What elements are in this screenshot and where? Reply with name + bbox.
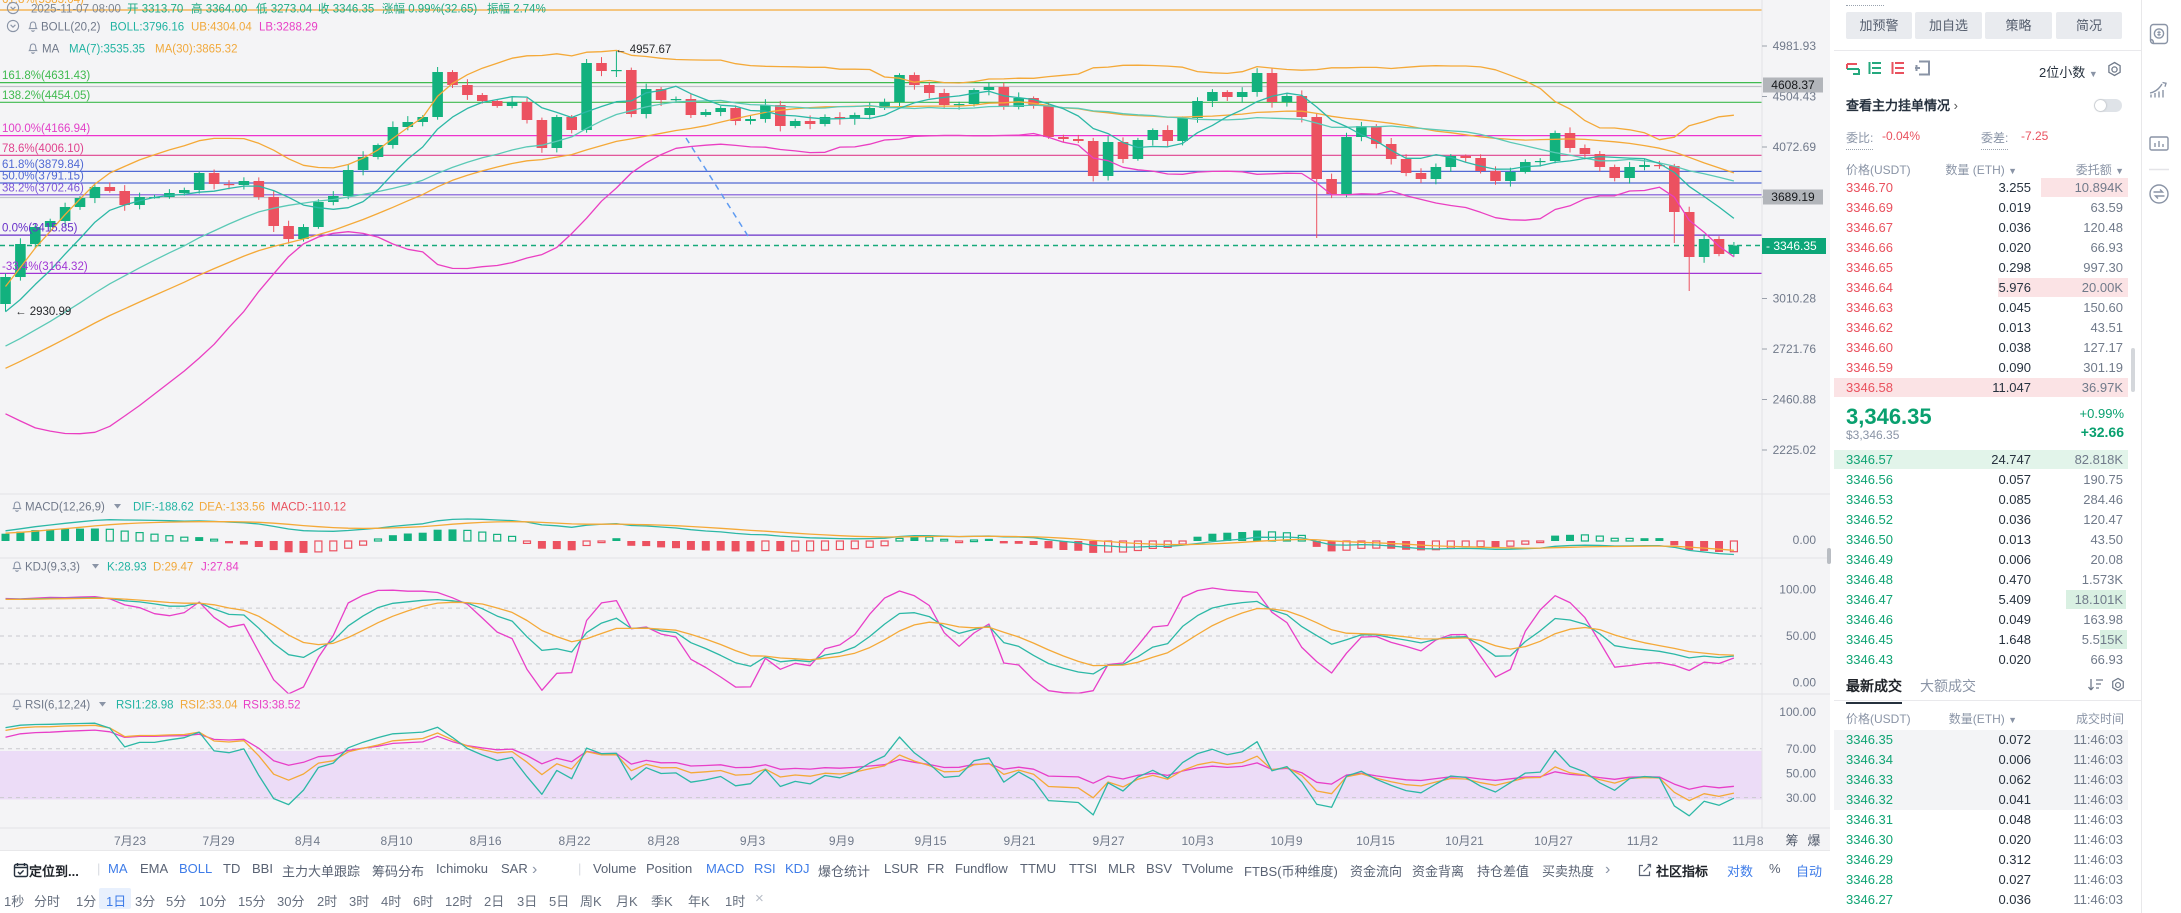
svg-text:振幅 2.74%: 振幅 2.74%	[487, 2, 546, 16]
svg-text:收 3346.35: 收 3346.35	[318, 2, 374, 16]
svg-text:0.0%(3415.85): 0.0%(3415.85)	[2, 223, 78, 235]
svg-text:高 3364.00: 高 3364.00	[191, 2, 247, 16]
svg-text:MA(7):3535.35: MA(7):3535.35	[69, 44, 145, 56]
svg-text:2025-11-07 08:00: 2025-11-07 08:00	[31, 4, 121, 16]
svg-text:100.00: 100.00	[1779, 705, 1816, 719]
svg-text:2225.02: 2225.02	[1773, 443, 1817, 457]
svg-text:100.0%(4166.94): 100.0%(4166.94)	[2, 123, 90, 135]
svg-text:LB:3288.29: LB:3288.29	[259, 22, 318, 34]
svg-text:9月9: 9月9	[829, 834, 855, 848]
svg-text:MA: MA	[42, 44, 60, 56]
svg-text:BOLL:3796.16: BOLL:3796.16	[110, 22, 184, 34]
svg-text:4981.93: 4981.93	[1773, 39, 1817, 53]
svg-text:0.00: 0.00	[1793, 676, 1817, 690]
svg-text:MACD:-110.12: MACD:-110.12	[271, 502, 346, 514]
svg-text:RSI3:38.52: RSI3:38.52	[243, 700, 301, 712]
svg-text:7月29: 7月29	[202, 834, 234, 848]
svg-text:61.8%(5383.04): 61.8%(5383.04)	[2, 0, 84, 6]
svg-text:3689.19: 3689.19	[1771, 190, 1815, 204]
svg-text:爆: 爆	[1807, 833, 1820, 848]
svg-text:BOLL(20,2): BOLL(20,2)	[41, 22, 101, 34]
svg-text:8月10: 8月10	[380, 834, 412, 848]
svg-text:DEA:-133.56: DEA:-133.56	[199, 502, 265, 514]
svg-text:RSI2:33.04: RSI2:33.04	[180, 700, 238, 712]
svg-text:K:28.93: K:28.93	[107, 562, 147, 574]
svg-text:4072.69: 4072.69	[1773, 140, 1817, 154]
svg-text:100.00: 100.00	[1779, 583, 1816, 597]
svg-text:50.0%(3791.15): 50.0%(3791.15)	[2, 171, 84, 183]
svg-text:2721.76: 2721.76	[1773, 342, 1817, 356]
svg-text:61.8%(3879.84): 61.8%(3879.84)	[2, 159, 84, 171]
svg-text:4608.37: 4608.37	[1771, 78, 1815, 92]
svg-text:低 3273.04: 低 3273.04	[256, 3, 313, 16]
svg-text:2460.88: 2460.88	[1773, 393, 1817, 407]
svg-text:8月4: 8月4	[295, 834, 321, 848]
svg-text:涨幅 0.99%(32.65): 涨幅 0.99%(32.65)	[382, 3, 477, 16]
svg-text:RSI(6,12,24): RSI(6,12,24)	[25, 700, 90, 712]
svg-text:-33.4%(3164.32): -33.4%(3164.32)	[2, 261, 88, 273]
svg-text:8月22: 8月22	[558, 834, 590, 848]
svg-text:50.00: 50.00	[1786, 766, 1816, 780]
svg-text:MA(30):3865.32: MA(30):3865.32	[155, 44, 237, 56]
svg-text:10月27: 10月27	[1534, 834, 1573, 848]
svg-text:9月3: 9月3	[740, 834, 766, 848]
svg-text:MACD(12,26,9): MACD(12,26,9)	[25, 502, 105, 514]
svg-text:← 4957.67: ← 4957.67	[615, 44, 671, 56]
svg-text:8月16: 8月16	[469, 834, 501, 848]
svg-text:- 3346.35: - 3346.35	[1766, 239, 1817, 253]
svg-text:50.00: 50.00	[1786, 629, 1816, 643]
svg-text:D:29.47: D:29.47	[153, 562, 193, 574]
svg-text:38.2%(3702.46): 38.2%(3702.46)	[2, 182, 84, 194]
svg-text:11月8: 11月8	[1732, 834, 1763, 848]
svg-text:138.2%(4454.05): 138.2%(4454.05)	[2, 90, 90, 102]
svg-text:11月2: 11月2	[1627, 834, 1658, 848]
svg-text:3010.28: 3010.28	[1773, 292, 1817, 306]
svg-text:筹: 筹	[1785, 833, 1798, 848]
svg-text:RSI1:28.98: RSI1:28.98	[116, 700, 174, 712]
svg-text:J:27.84: J:27.84	[201, 562, 239, 574]
svg-text:8月28: 8月28	[647, 834, 679, 848]
svg-text:70.00: 70.00	[1786, 742, 1816, 756]
svg-text:UB:4304.04: UB:4304.04	[191, 22, 252, 34]
svg-text:4504.43: 4504.43	[1773, 90, 1817, 104]
svg-text:DIF:-188.62: DIF:-188.62	[133, 502, 194, 514]
svg-text:78.6%(4006.10): 78.6%(4006.10)	[2, 143, 84, 155]
svg-text:KDJ(9,3,3): KDJ(9,3,3)	[25, 562, 80, 574]
svg-text:9月27: 9月27	[1092, 834, 1124, 848]
svg-text:10月9: 10月9	[1270, 834, 1302, 848]
svg-text:7月23: 7月23	[114, 834, 146, 848]
svg-text:9月15: 9月15	[914, 834, 946, 848]
svg-text:← 2930.99: ← 2930.99	[15, 306, 71, 318]
svg-text:0.00: 0.00	[1793, 533, 1817, 547]
svg-text:30.00: 30.00	[1786, 791, 1816, 805]
svg-text:10月3: 10月3	[1181, 834, 1213, 848]
svg-text:161.8%(4631.43): 161.8%(4631.43)	[2, 70, 90, 82]
svg-text:10月15: 10月15	[1356, 834, 1395, 848]
svg-text:开 3313.70: 开 3313.70	[127, 4, 183, 16]
svg-text:9月21: 9月21	[1003, 834, 1035, 848]
svg-text:10月21: 10月21	[1445, 834, 1484, 848]
